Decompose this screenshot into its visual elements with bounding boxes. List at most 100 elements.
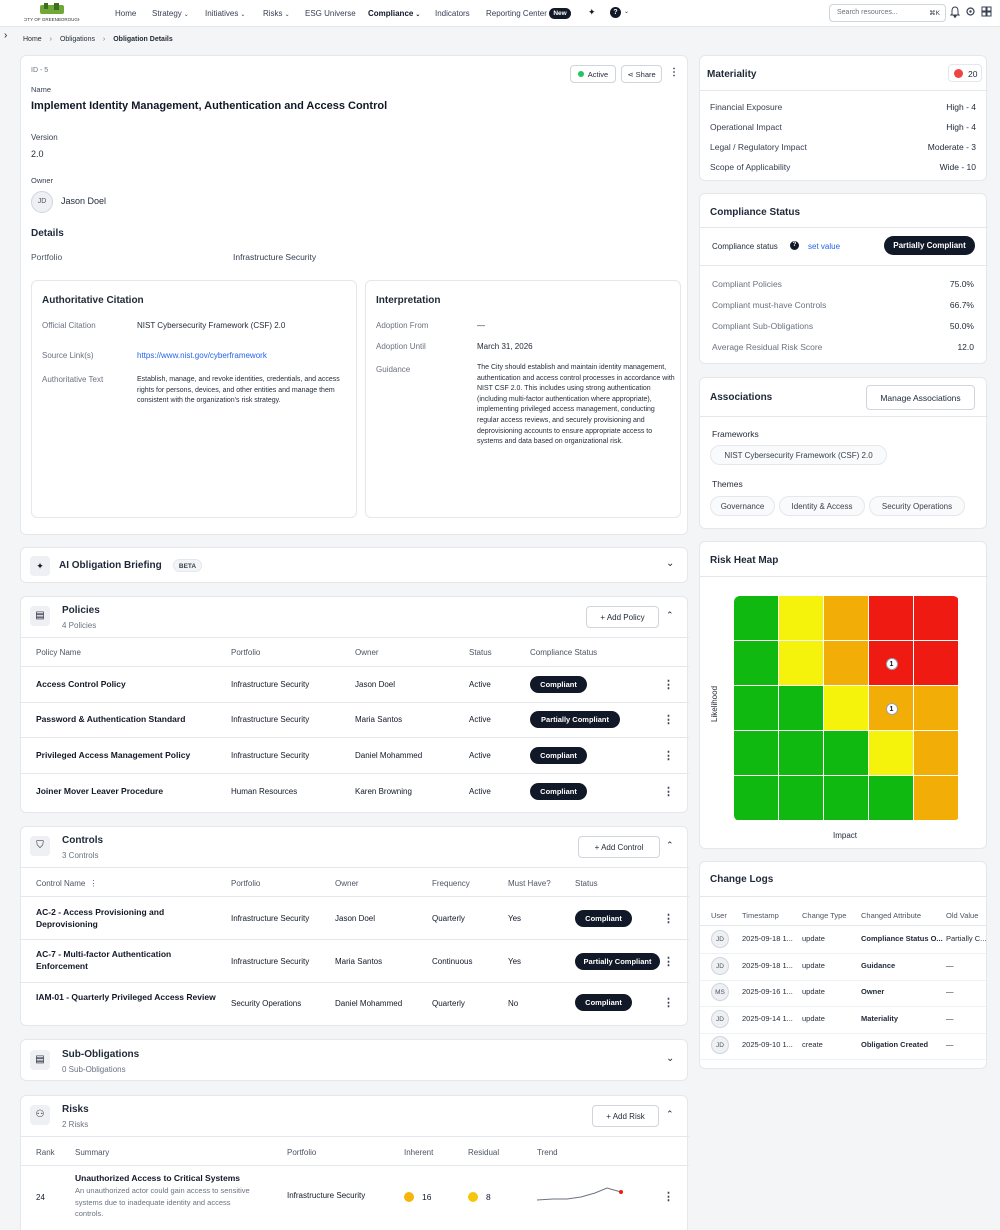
owner-name[interactable]: Jason Doel bbox=[61, 196, 107, 206]
nav-initiatives[interactable]: Initiatives ⌄ bbox=[205, 9, 245, 18]
row-menu-icon[interactable]: ⋮ bbox=[663, 750, 674, 762]
search-placeholder: Search resources... bbox=[837, 9, 898, 16]
col-owner: Owner bbox=[335, 879, 359, 888]
compliance-badge: Partially Compliant bbox=[530, 711, 620, 728]
info-icon[interactable]: ? bbox=[790, 241, 799, 250]
heat-map-cell[interactable] bbox=[734, 596, 778, 640]
policy-name[interactable]: Joiner Mover Leaver Procedure bbox=[36, 786, 164, 796]
sidebar-expand-icon[interactable]: › bbox=[4, 30, 8, 41]
control-name[interactable]: IAM-01 - Quarterly Privileged Access Rev… bbox=[36, 992, 216, 1002]
heat-map-cell[interactable] bbox=[779, 641, 823, 685]
add-risk-button[interactable]: + Add Risk bbox=[592, 1105, 659, 1127]
share-button[interactable]: ⋖ Share bbox=[621, 65, 662, 83]
manage-associations-button[interactable]: Manage Associations bbox=[866, 385, 975, 410]
row-menu-icon[interactable]: ⋮ bbox=[663, 679, 674, 691]
nav-compliance[interactable]: Compliance ⌄ bbox=[368, 9, 420, 18]
heat-map-cell[interactable] bbox=[779, 596, 823, 640]
row-menu-icon[interactable]: ⋮ bbox=[663, 786, 674, 798]
heat-map-cell[interactable] bbox=[914, 776, 958, 820]
heat-map-cell[interactable] bbox=[779, 731, 823, 775]
heat-map-cell[interactable] bbox=[824, 776, 868, 820]
app-switcher-icon[interactable] bbox=[981, 6, 992, 19]
help-chevron-down-icon[interactable]: ⌄ bbox=[624, 9, 630, 15]
ai-briefing-card[interactable]: ✦ AI Obligation Briefing BETA ⌄ bbox=[20, 547, 688, 583]
heat-map-cell[interactable] bbox=[914, 731, 958, 775]
risk-portfolio: Infrastructure Security bbox=[287, 1191, 366, 1200]
column-menu-icon[interactable]: ⋮ bbox=[89, 879, 98, 888]
row-menu-icon[interactable]: ⋮ bbox=[663, 956, 674, 968]
bell-icon[interactable] bbox=[949, 6, 961, 20]
nav-esg-universe[interactable]: ESG Universe bbox=[305, 9, 356, 18]
heat-map-cell[interactable] bbox=[824, 686, 868, 730]
nav-home[interactable]: Home bbox=[115, 9, 137, 18]
associations-card: Associations Manage Associations Framewo… bbox=[699, 377, 988, 529]
settings-icon[interactable] bbox=[965, 6, 976, 19]
row-menu-icon[interactable]: ⋮ bbox=[663, 913, 674, 925]
nav-reporting-center[interactable]: Reporting Center bbox=[486, 9, 547, 18]
nav-strategy[interactable]: Strategy ⌄ bbox=[152, 9, 189, 18]
chevron-down-icon[interactable]: ⌄ bbox=[666, 558, 675, 569]
divider bbox=[700, 576, 988, 577]
nav-risks[interactable]: Risks ⌄ bbox=[263, 9, 290, 18]
chevron-up-icon[interactable]: ⌃ bbox=[666, 840, 674, 850]
authoritative-text: Establish, manage, and revoke identities… bbox=[137, 376, 340, 404]
control-name[interactable]: AC-7 - Multi-factor Authentication Enfor… bbox=[36, 949, 172, 971]
breadcrumb-obligations[interactable]: Obligations bbox=[59, 36, 95, 43]
breadcrumb-home[interactable]: Home bbox=[23, 36, 42, 43]
heat-map-cell[interactable] bbox=[824, 641, 868, 685]
adoption-until-value: March 31, 2026 bbox=[477, 342, 533, 351]
compliance-status-label: Compliance status bbox=[712, 242, 778, 251]
policy-name[interactable]: Privileged Access Management Policy bbox=[36, 750, 191, 760]
policy-owner: Karen Browning bbox=[355, 787, 412, 796]
heat-map-cell[interactable] bbox=[869, 731, 913, 775]
heat-map-cell[interactable] bbox=[824, 596, 868, 640]
heat-map-marker[interactable]: 1 bbox=[885, 702, 898, 715]
heat-map-cell[interactable] bbox=[734, 731, 778, 775]
risk-title[interactable]: Unauthorized Access to Critical Systems bbox=[75, 1173, 241, 1183]
magic-wand-icon[interactable]: ✦ bbox=[588, 7, 596, 17]
nav-indicators[interactable]: Indicators bbox=[435, 9, 470, 18]
add-control-button[interactable]: + Add Control bbox=[578, 836, 660, 858]
set-value-link[interactable]: set value bbox=[808, 242, 841, 251]
heat-map-cell[interactable] bbox=[779, 686, 823, 730]
heat-map-marker[interactable]: 1 bbox=[885, 657, 898, 670]
heat-map-cell[interactable] bbox=[869, 776, 913, 820]
theme-tag[interactable]: Identity & Access bbox=[779, 496, 865, 516]
heat-map-cell[interactable] bbox=[779, 776, 823, 820]
heat-map-cell[interactable] bbox=[869, 596, 913, 640]
compliant-policies-value: 75.0% bbox=[949, 279, 974, 289]
heat-map-cell[interactable] bbox=[914, 641, 958, 685]
status-active-button[interactable]: Active bbox=[570, 65, 616, 83]
chevron-up-icon[interactable]: ⌃ bbox=[666, 1109, 674, 1119]
heat-map-cell[interactable] bbox=[824, 731, 868, 775]
control-name[interactable]: AC-2 - Access Provisioning and Deprovisi… bbox=[36, 907, 165, 929]
chevron-up-icon[interactable]: ⌃ bbox=[666, 610, 674, 620]
city-logo[interactable]: CITY OF GREENBOROUGH bbox=[23, 3, 81, 23]
source-link[interactable]: https://www.nist.gov/cyberframework bbox=[137, 351, 267, 360]
policy-name[interactable]: Password & Authentication Standard bbox=[36, 714, 186, 724]
help-icon[interactable]: ? bbox=[610, 7, 621, 18]
heat-map-cell[interactable] bbox=[734, 776, 778, 820]
row-menu-icon[interactable]: ⋮ bbox=[663, 714, 674, 726]
heat-map-cell[interactable] bbox=[914, 596, 958, 640]
inherent-score-icon bbox=[404, 1192, 414, 1202]
add-policy-button[interactable]: + Add Policy bbox=[586, 606, 659, 628]
heat-map-cell[interactable] bbox=[914, 686, 958, 730]
row-menu-icon[interactable]: ⋮ bbox=[663, 997, 674, 1009]
more-options-icon[interactable]: ⋮ bbox=[669, 67, 679, 78]
heat-map-cell[interactable] bbox=[734, 641, 778, 685]
policy-status: Active bbox=[469, 680, 491, 689]
sub-obligations-card[interactable]: ▤ Sub-Obligations 0 Sub-Obligations ⌄ bbox=[20, 1039, 688, 1081]
citation-title: Authoritative Citation bbox=[42, 295, 144, 306]
policy-name[interactable]: Access Control Policy bbox=[36, 679, 126, 689]
framework-tag[interactable]: NIST Cybersecurity Framework (CSF) 2.0 bbox=[710, 445, 887, 465]
theme-tag[interactable]: Security Operations bbox=[869, 496, 965, 516]
interpretation-card: Interpretation Adoption From — Adoption … bbox=[365, 280, 681, 518]
col-compliance-status: Compliance Status bbox=[530, 648, 598, 657]
row-menu-icon[interactable]: ⋮ bbox=[663, 1191, 674, 1203]
control-owner: Daniel Mohammed bbox=[335, 999, 403, 1008]
chevron-down-icon[interactable]: ⌄ bbox=[666, 1053, 675, 1064]
heat-map-cell[interactable] bbox=[734, 686, 778, 730]
theme-tag[interactable]: Governance bbox=[710, 496, 775, 516]
search-box[interactable]: Search resources... ⌘K bbox=[829, 4, 946, 22]
